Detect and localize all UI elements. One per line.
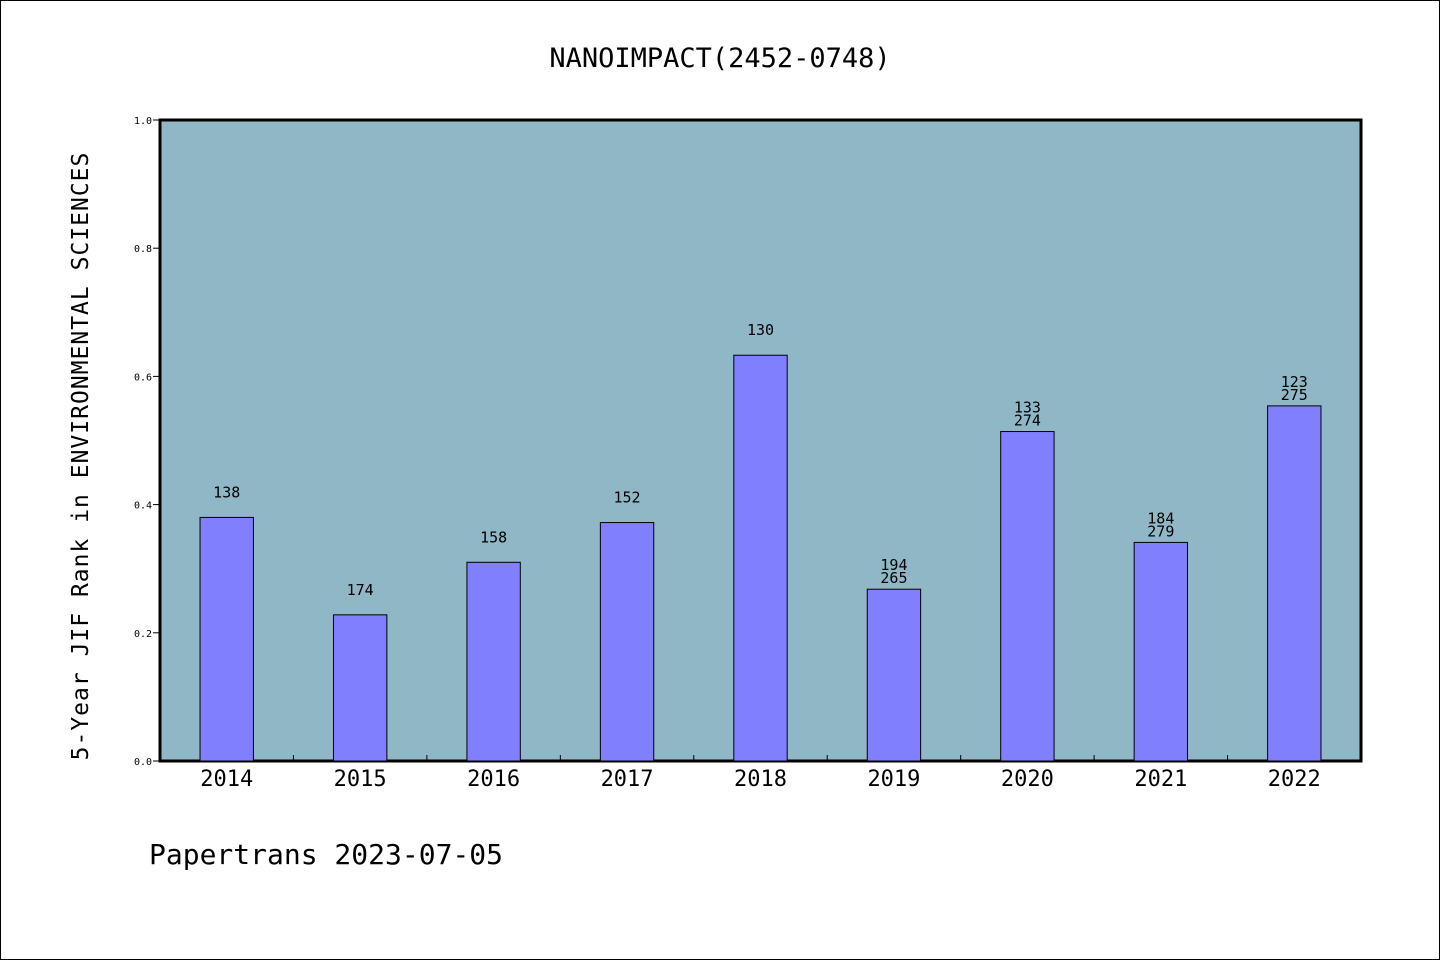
x-tick-label: 2014 <box>200 767 253 792</box>
x-tick-label: 2017 <box>601 767 654 792</box>
x-tick-label: 2019 <box>867 767 920 792</box>
y-tick-label: 1.0 <box>134 116 152 127</box>
x-tick-label: 2016 <box>467 767 520 792</box>
bars <box>199 354 1322 762</box>
x-tick-label: 2022 <box>1268 767 1321 792</box>
data-label: 138 <box>213 483 240 501</box>
x-tick-label: 2021 <box>1134 767 1187 792</box>
y-tick-label: 0.0 <box>134 757 152 768</box>
data-label: 158 <box>480 528 507 546</box>
x-tick-label: 2015 <box>334 767 387 792</box>
data-label: 123 <box>1281 373 1308 391</box>
data-label: 265 <box>880 569 907 587</box>
footer-source-date: Papertrans 2023-07-05 <box>149 838 503 871</box>
bar-2018 <box>733 354 788 762</box>
data-label: 174 <box>347 581 374 599</box>
data-label: 279 <box>1147 522 1174 540</box>
data-label: 194 <box>880 556 907 574</box>
bar-2021 <box>1133 541 1189 762</box>
y-axis-label: 5-Year JIF Rank in ENVIRONMENTAL SCIENCE… <box>68 152 94 761</box>
y-axis: 0.0 0.2 0.4 0.6 0.8 1.0 <box>134 116 160 768</box>
bar-2015 <box>332 614 388 762</box>
y-tick-label: 0.6 <box>134 372 152 383</box>
bar-2022 <box>1267 405 1322 762</box>
data-label: 152 <box>614 489 641 507</box>
data-label: 133 <box>1014 399 1041 417</box>
bar-2014 <box>199 516 254 762</box>
data-label: 184 <box>1147 509 1174 527</box>
data-label: 275 <box>1281 386 1308 404</box>
y-tick-label: 0.8 <box>134 244 152 255</box>
bar-2020 <box>1000 431 1055 762</box>
data-label: 130 <box>747 321 774 339</box>
x-tick-label: 2020 <box>1001 767 1054 792</box>
bar-2016 <box>466 561 521 762</box>
x-axis: 2014 2015 2016 2017 2018 2019 2020 2021 2022 <box>200 755 1321 792</box>
bar-2017 <box>599 522 655 762</box>
bar-2019 <box>866 588 922 762</box>
data-label: 274 <box>1014 412 1041 430</box>
y-tick-label: 0.2 <box>134 629 152 640</box>
x-tick-label: 2018 <box>734 767 787 792</box>
y-tick-label: 0.4 <box>134 501 152 512</box>
chart-title: NANOIMPACT(2452-0748) <box>549 43 890 74</box>
